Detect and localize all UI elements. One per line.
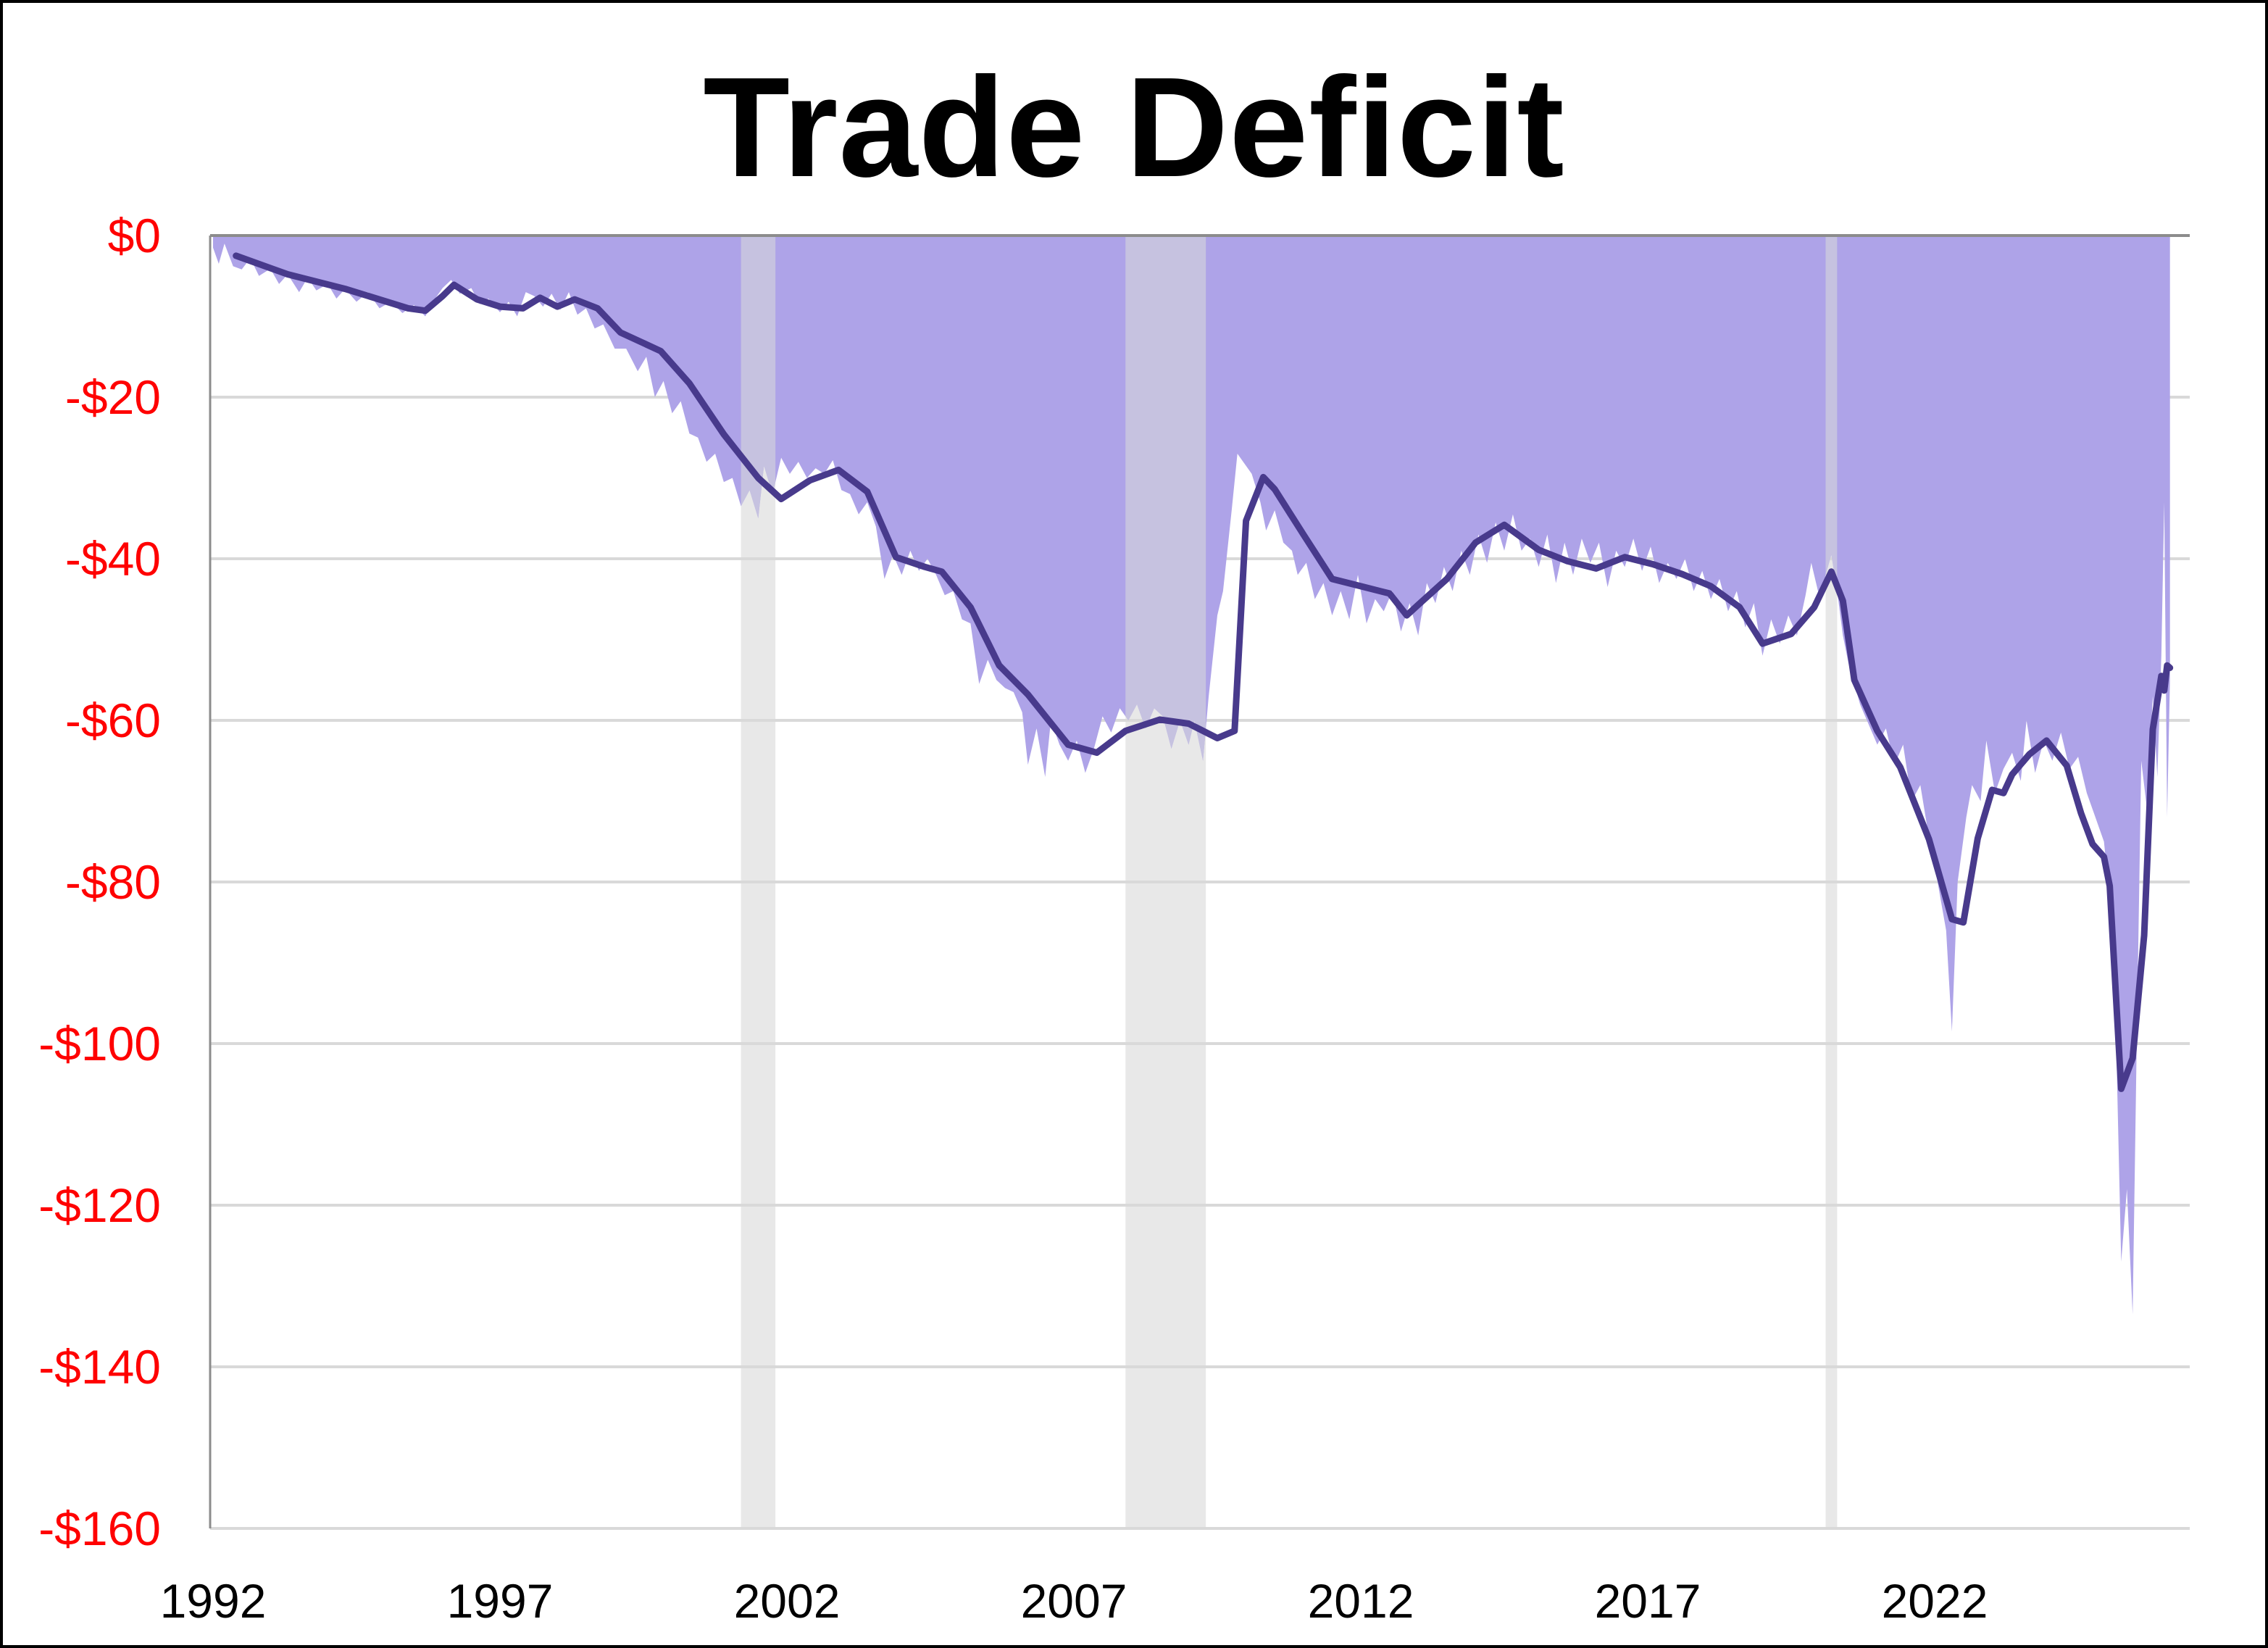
x-axis-tick-labels: 1992 1997 2002 2007 2012 2017 2022 bbox=[160, 1574, 1988, 1628]
y-tick-label: -$140 bbox=[38, 1340, 161, 1394]
y-axis-tick-labels: $0 -$20 -$40 -$60 -$80 -$100 -$120 -$140 -$160 bbox=[38, 209, 161, 1555]
y-tick-label: -$60 bbox=[65, 694, 161, 747]
chart-title: Trade Deficit bbox=[703, 48, 1565, 207]
x-tick-label: 2022 bbox=[1882, 1574, 1988, 1628]
x-tick-label: 2002 bbox=[734, 1574, 841, 1628]
x-tick-label: 2007 bbox=[1021, 1574, 1127, 1628]
y-tick-label: -$20 bbox=[65, 370, 161, 424]
y-tick-label: $0 bbox=[108, 209, 161, 262]
moving-average-line bbox=[233, 252, 2174, 1092]
y-tick-label: -$160 bbox=[38, 1502, 161, 1555]
y-tick-label: -$120 bbox=[38, 1178, 161, 1232]
monthly-area-series bbox=[213, 236, 2170, 1315]
x-tick-label: 2012 bbox=[1308, 1574, 1414, 1628]
x-tick-label: 2017 bbox=[1595, 1574, 1701, 1628]
y-tick-label: -$100 bbox=[38, 1017, 161, 1070]
x-tick-label: 1997 bbox=[447, 1574, 554, 1628]
x-tick-label: 1992 bbox=[160, 1574, 267, 1628]
y-tick-label: -$80 bbox=[65, 855, 161, 909]
y-tick-label: -$40 bbox=[65, 532, 161, 586]
